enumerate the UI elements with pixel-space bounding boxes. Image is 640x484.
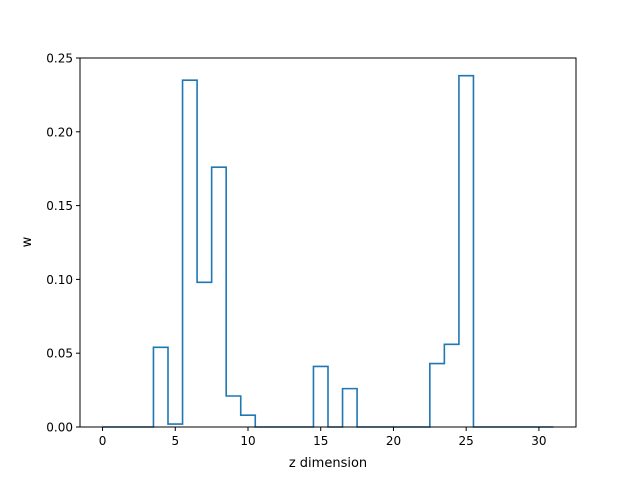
y-tick-label: 0.05	[46, 347, 73, 361]
y-tick-label: 0.25	[46, 52, 73, 66]
y-tick-label: 0.15	[46, 199, 73, 213]
y-tick-label: 0.20	[46, 125, 73, 139]
y-tick-label: 0.10	[46, 273, 73, 287]
ticks-layer: 0 5 10 15 20 25 30 0.00 0.05 0.10 0.15 0.20 0.25	[46, 52, 546, 449]
series-layer	[102, 74, 554, 428]
x-tick-label: 20	[386, 434, 401, 448]
series-line-0	[102, 74, 554, 428]
x-tick-label: 10	[240, 434, 255, 448]
axes-layer	[79, 57, 577, 428]
x-tick-label: 5	[171, 434, 179, 448]
x-tick-label: 15	[313, 434, 328, 448]
x-tick-label: 0	[99, 434, 107, 448]
y-axis-label: w	[20, 236, 35, 247]
plot-frame	[79, 57, 577, 428]
x-tick-label: 25	[459, 434, 474, 448]
x-tick-label: 30	[531, 434, 546, 448]
x-axis-label: z dimension	[289, 456, 367, 471]
y-tick-label: 0.00	[46, 421, 73, 435]
